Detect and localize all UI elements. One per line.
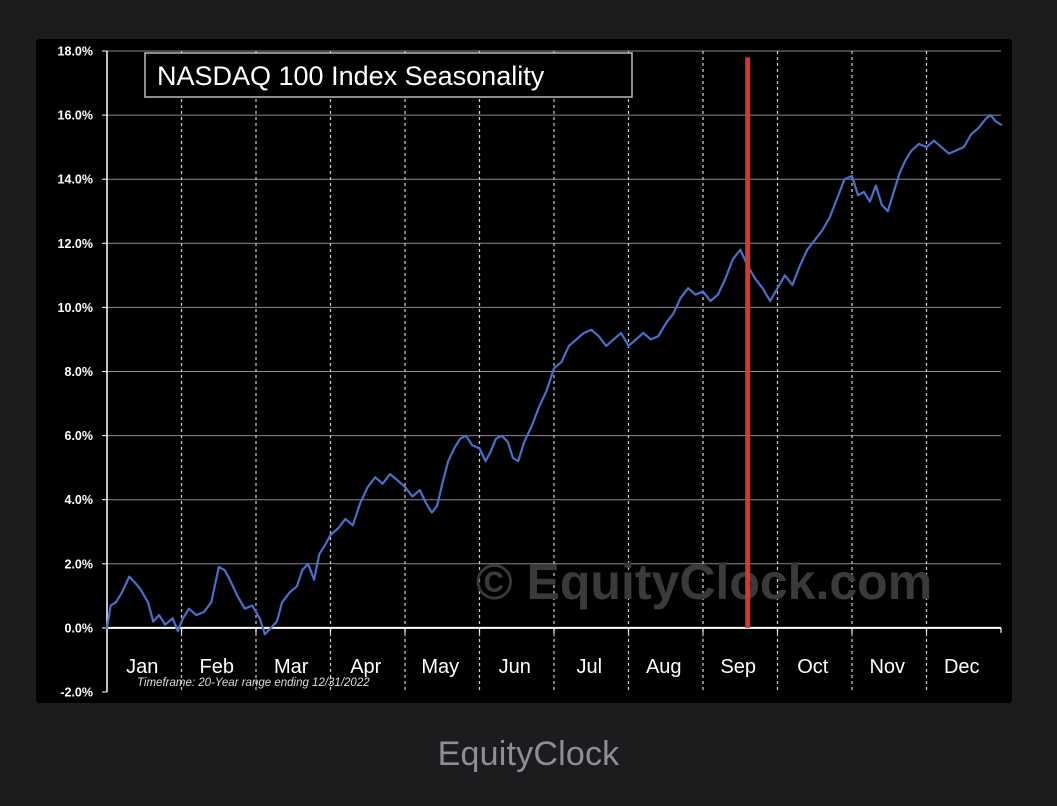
seasonality-chart: © EquityClock.com -2.0% 0.0% 2.0% 4.0% 6.0% 8… — [58, 45, 1003, 700]
month-label: Apr — [350, 656, 381, 678]
y-tick-label: -2.0% — [60, 686, 93, 700]
month-label: Nov — [869, 656, 905, 678]
axis-layer: -2.0% 0.0% 2.0% 4.0% 6.0% 8.0% 10.0% 12.0% 14.0%… — [58, 45, 1002, 700]
y-tick-label: 12.0% — [58, 237, 93, 251]
y-tick-label: 8.0% — [65, 365, 94, 379]
seasonality-line — [105, 114, 1003, 636]
y-tick-label: 0.0% — [65, 621, 94, 635]
month-label: Sep — [720, 656, 756, 678]
month-label: Mar — [274, 656, 309, 678]
y-tick-label: 18.0% — [58, 45, 93, 59]
series-layer — [105, 114, 1003, 636]
watermark-layer: © EquityClock.com — [476, 554, 932, 610]
chart-title: NASDAQ 100 Index Seasonality — [157, 61, 545, 91]
y-tick-label: 10.0% — [58, 301, 93, 315]
y-tick-label: 14.0% — [58, 173, 93, 187]
y-tick-label: 4.0% — [65, 493, 94, 507]
title-layer: NASDAQ 100 Index Seasonality — [144, 52, 633, 98]
timeframe-note: Timeframe: 20-Year range ending 12/31/20… — [137, 677, 370, 689]
month-label: Jul — [576, 656, 602, 678]
title-box — [144, 52, 633, 98]
month-label: Feb — [200, 656, 234, 678]
month-label: Dec — [944, 656, 980, 678]
month-label: May — [421, 656, 459, 678]
equityclock-watermark: © EquityClock.com — [476, 554, 932, 610]
month-label: Jan — [126, 656, 158, 678]
month-label: Jun — [499, 656, 531, 678]
chart-frame: © EquityClock.com -2.0% 0.0% 2.0% 4.0% 6.0% 8… — [36, 39, 1012, 703]
y-tick-label: 2.0% — [65, 557, 94, 571]
y-tick-label: 6.0% — [65, 429, 94, 443]
month-label: Aug — [646, 656, 682, 678]
image-caption: EquityClock — [437, 735, 620, 773]
y-tick-label: 16.0% — [58, 109, 93, 123]
month-label: Oct — [797, 656, 829, 678]
